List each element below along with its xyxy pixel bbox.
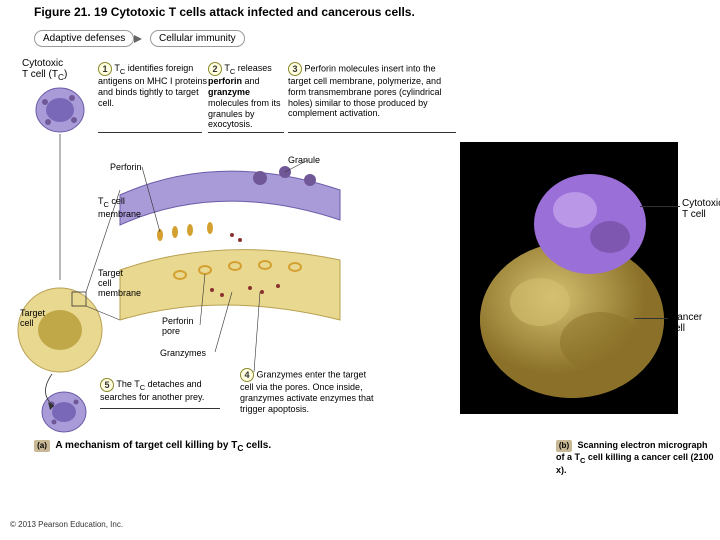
step-circle-5: 5 [100, 378, 114, 392]
target-cell-large [18, 288, 102, 372]
step-rule-3 [100, 408, 220, 409]
step-rule-1 [208, 132, 284, 133]
step-5: 5 The TC detaches and searches for anoth… [100, 378, 220, 403]
diagram-label-5: Perforinpore [162, 316, 194, 336]
caption-tag-a: (a) [34, 440, 50, 452]
flow-adaptive-defenses: Adaptive defenses [34, 30, 134, 47]
flow-cellular-immunity: Cellular immunity [150, 30, 245, 47]
tc-cell-small [36, 88, 84, 132]
tc-cell-detached [42, 392, 86, 432]
right-label-cancer: Cancer cell [670, 312, 720, 334]
flow-arrow-icon [134, 35, 142, 43]
figure-title: Figure 21. 19 Cytotoxic T cells attack i… [34, 5, 415, 19]
diagram-label-0: Perforin [110, 162, 142, 172]
diagram-label-4: Targetcell [20, 308, 45, 328]
step-rule-2 [288, 132, 456, 133]
step-circle-3: 3 [288, 62, 302, 76]
step-1: 1 TC identifies foreign antigens on MHC … [98, 62, 208, 109]
diagram-label-1: Granule [288, 155, 320, 165]
electron-micrograph [460, 142, 678, 414]
caption-b: (b) Scanning electron micrograph of a TC… [556, 440, 716, 476]
step-circle-2: 2 [208, 62, 222, 76]
step-2: 2 TC releases perforin and granzyme mole… [208, 62, 286, 130]
membrane-detail [120, 160, 340, 372]
caption-tag-b: (b) [556, 440, 572, 452]
copyright: © 2013 Pearson Education, Inc. [10, 520, 123, 529]
caption-a: (a) A mechanism of target cell killing b… [34, 440, 271, 453]
step-3: 3 Perforin molecules insert into the tar… [288, 62, 458, 119]
step-4: 4 Granzymes enter the target cell via th… [240, 368, 380, 414]
tc-cell-micrograph [534, 174, 646, 274]
right-label-tcell: CytotoxicT cell [682, 198, 720, 220]
diagram-label-6: Granzymes [160, 348, 206, 358]
leader-cancer [634, 318, 668, 319]
step-circle-1: 1 [98, 62, 112, 76]
step-rule-0 [98, 132, 202, 133]
step-circle-4: 4 [240, 368, 254, 382]
diagram-label-2: TC cellmembrane [98, 196, 141, 219]
diagram-label-3: Targetcellmembrane [98, 268, 141, 298]
leader-tcell [640, 206, 680, 207]
